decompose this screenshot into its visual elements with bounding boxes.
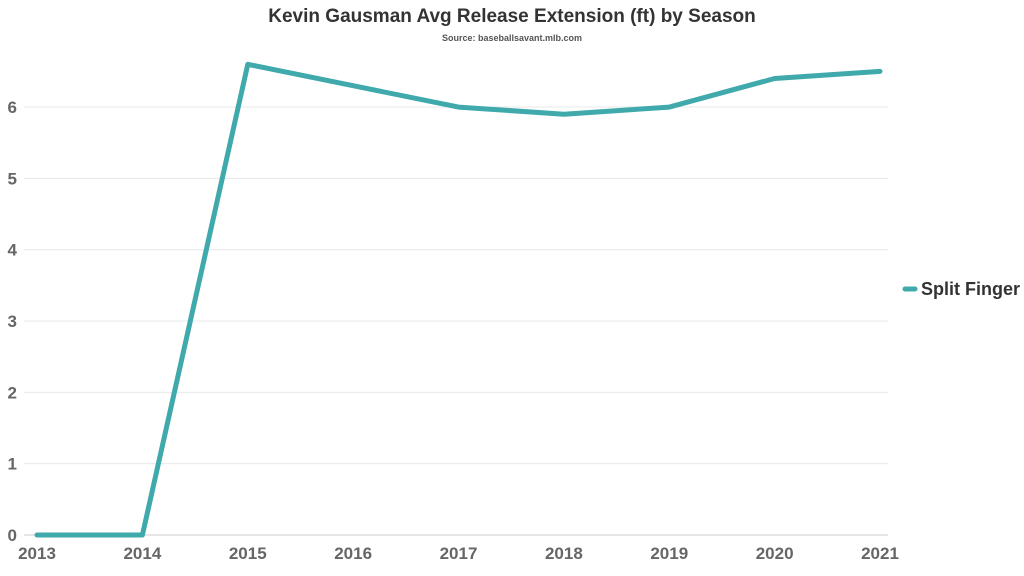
legend: Split Finger xyxy=(902,279,1020,299)
y-tick-label: 1 xyxy=(8,455,17,474)
x-tick-label: 2014 xyxy=(123,544,161,563)
x-tick-label: 2017 xyxy=(440,544,478,563)
x-tick-label: 2021 xyxy=(861,544,899,563)
gridlines xyxy=(24,106,888,536)
chart-subtitle: Source: baseballsavant.mlb.com xyxy=(441,33,583,43)
x-tick-label: 2013 xyxy=(18,544,56,563)
chart-title: Kevin Gausman Avg Release Extension (ft)… xyxy=(268,6,756,27)
x-tick-label: 2018 xyxy=(545,544,583,563)
series-layer xyxy=(34,61,883,538)
y-tick-label: 5 xyxy=(8,169,17,188)
x-tick-label: 2019 xyxy=(650,544,688,563)
y-tick-label: 4 xyxy=(8,241,18,260)
x-axis: 2013 2014 2015 2016 2017 2018 2019 2020 2021 xyxy=(18,544,899,563)
y-tick-label: 2 xyxy=(8,383,17,402)
legend-label: Split Finger xyxy=(921,279,1020,299)
y-tick-label: 6 xyxy=(8,98,17,117)
series-line-split-finger xyxy=(34,61,883,538)
y-axis: 0 1 2 3 4 5 6 xyxy=(8,98,18,545)
y-tick-label: 0 xyxy=(8,526,17,545)
x-tick-label: 2015 xyxy=(229,544,267,563)
x-tick-label: 2020 xyxy=(756,544,794,563)
y-tick-label: 3 xyxy=(8,312,17,331)
x-tick-label: 2016 xyxy=(334,544,372,563)
